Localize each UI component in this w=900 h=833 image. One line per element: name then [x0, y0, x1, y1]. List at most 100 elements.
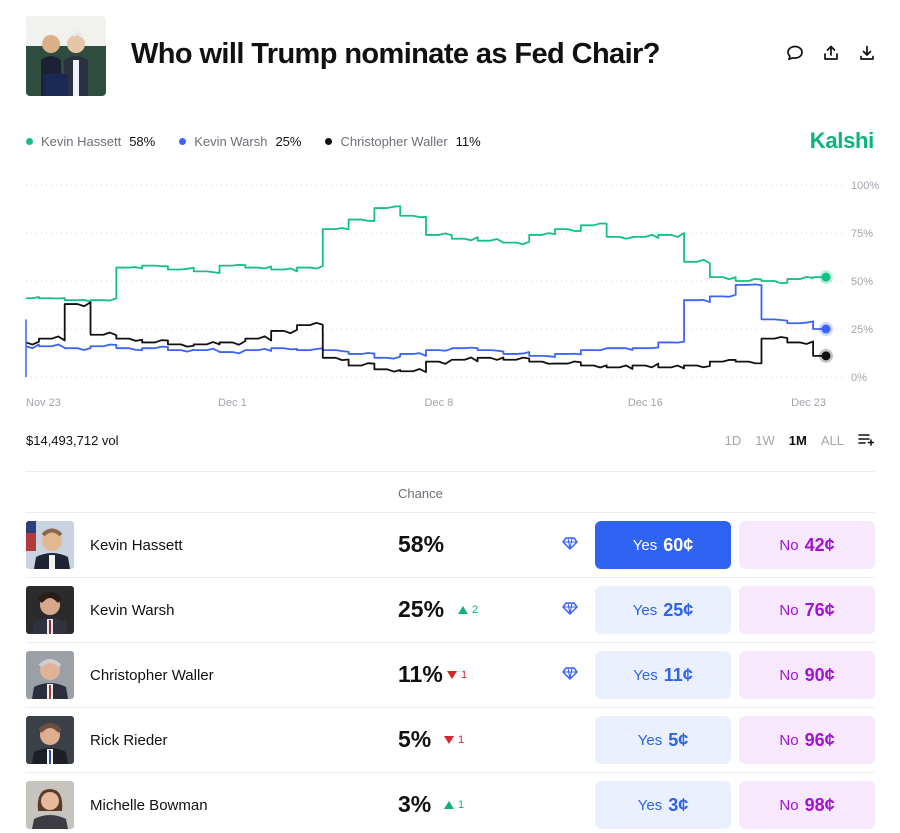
avatar [26, 586, 74, 634]
volume-label: $14,493,712 vol [26, 433, 119, 448]
avatar [26, 716, 74, 764]
range-1m[interactable]: 1M [788, 433, 807, 448]
comment-icon[interactable] [786, 44, 804, 62]
x-tick-label: Dec 1 [218, 397, 247, 409]
buy-yes-button[interactable]: Yes 5¢ [595, 716, 731, 764]
chance-change: 1 [444, 734, 464, 746]
series-line [25, 205, 826, 303]
buy-yes-button[interactable]: Yes 60¢ [595, 521, 731, 569]
legend-pct: 11% [455, 134, 481, 149]
share-icon[interactable] [822, 44, 840, 62]
buy-no-button[interactable]: No 76¢ [739, 586, 875, 634]
arrow-up-icon [444, 801, 454, 809]
series-end-dot [821, 324, 831, 334]
outcome-name: Kevin Hassett [90, 537, 183, 554]
no-label: No [779, 731, 799, 749]
chance-change: 2 [458, 604, 478, 616]
no-price: 42¢ [804, 534, 835, 555]
yes-label: Yes [637, 731, 663, 749]
y-tick-label: 0% [851, 372, 867, 384]
outcome-chance: 3% [398, 791, 432, 817]
legend-item[interactable]: Christopher Waller 11% [325, 134, 481, 149]
buy-yes-button[interactable]: Yes 3¢ [595, 781, 731, 829]
arrow-down-icon [444, 736, 454, 744]
chance-change: 1 [447, 669, 467, 681]
market-thumbnail [26, 16, 106, 96]
diamond-icon [562, 665, 578, 681]
legend-item[interactable]: Kevin Warsh 25% [179, 134, 301, 149]
kalshi-logo[interactable]: Kalshi [809, 128, 875, 153]
yes-label: Yes [632, 536, 658, 554]
legend-name: Kevin Warsh [194, 134, 268, 149]
outcome-chance: 11% [398, 661, 443, 687]
yes-price: 3¢ [668, 794, 689, 815]
avatar [26, 781, 74, 829]
table-row[interactable]: Kevin Hassett 58% Yes 60¢ No 42¢ [26, 513, 875, 578]
buy-no-button[interactable]: No 98¢ [739, 781, 875, 829]
outcome-name: Kevin Warsh [90, 602, 175, 619]
no-price: 90¢ [804, 664, 835, 685]
buy-yes-button[interactable]: Yes 11¢ [595, 651, 731, 699]
no-label: No [779, 666, 799, 684]
y-tick-label: 25% [851, 324, 873, 336]
table-header: Chance [26, 471, 875, 513]
diamond-icon [562, 600, 578, 616]
outcome-name: Rick Rieder [90, 732, 168, 749]
chance-change: 1 [444, 799, 464, 811]
table-row[interactable]: Christopher Waller 11% 1 Yes 11¢ No 90¢ [26, 643, 875, 708]
buy-no-button[interactable]: No 90¢ [739, 651, 875, 699]
y-tick-label: 100% [851, 180, 879, 192]
table-row[interactable]: Kevin Warsh 25% 2 Yes 25¢ No 76¢ [26, 578, 875, 643]
no-label: No [779, 601, 799, 619]
chart-settings-icon[interactable] [858, 432, 875, 449]
no-label: No [779, 796, 799, 814]
x-tick-label: Dec 8 [425, 397, 454, 409]
range-1d[interactable]: 1D [724, 433, 742, 448]
diamond-icon [562, 535, 578, 551]
table-row[interactable]: Michelle Bowman 3% 1 Yes 3¢ No 98¢ [26, 773, 875, 833]
change-value: 1 [458, 799, 465, 811]
range-1w[interactable]: 1W [755, 433, 775, 448]
yes-price: 60¢ [663, 534, 694, 555]
yes-label: Yes [637, 796, 663, 814]
yes-price: 5¢ [668, 729, 689, 750]
legend-name: Christopher Waller [340, 134, 448, 149]
buy-no-button[interactable]: No 96¢ [739, 716, 875, 764]
download-icon[interactable] [858, 44, 876, 62]
yes-label: Yes [633, 666, 658, 684]
no-price: 76¢ [804, 599, 835, 620]
legend-name: Kevin Hassett [41, 134, 122, 149]
yes-price: 11¢ [663, 664, 693, 685]
change-value: 1 [458, 734, 465, 746]
series-line [25, 283, 826, 360]
legend-item[interactable]: Kevin Hassett 58% [26, 134, 155, 149]
chance-column-header: Chance [398, 486, 443, 501]
y-tick-label: 50% [851, 276, 873, 288]
chart-legend: Kevin Hassett 58% Kevin Warsh 25% Christ… [26, 134, 481, 149]
table-row[interactable]: Rick Rieder 5% 1 Yes 5¢ No 96¢ [26, 708, 875, 773]
no-price: 98¢ [804, 794, 835, 815]
outcome-name: Michelle Bowman [90, 797, 208, 814]
no-label: No [779, 536, 799, 554]
price-history-chart: 100% 75% 50% 25% 0% Nov 23 Dec 1 Dec 8 Dec 16 Dec… [25, 180, 879, 409]
avatar [26, 521, 74, 569]
y-tick-label: 75% [851, 228, 873, 240]
arrow-down-icon [447, 671, 457, 679]
buy-yes-button[interactable]: Yes 25¢ [595, 586, 731, 634]
x-tick-label: Dec 23 [791, 397, 826, 409]
buy-no-button[interactable]: No 42¢ [739, 521, 875, 569]
range-selector: 1D 1W 1M ALL [724, 432, 875, 449]
change-value: 2 [472, 604, 479, 616]
outcome-chance: 25% [398, 596, 445, 622]
legend-dot [26, 138, 33, 145]
yes-price: 25¢ [663, 599, 694, 620]
series-end-dot [821, 351, 831, 361]
x-tick-label: Nov 23 [26, 397, 61, 409]
legend-pct: 25% [275, 134, 302, 149]
legend-pct: 58% [129, 134, 156, 149]
range-all[interactable]: ALL [820, 433, 844, 448]
change-value: 1 [461, 669, 468, 681]
no-price: 96¢ [804, 729, 835, 750]
outcome-name: Christopher Waller [90, 667, 214, 684]
avatar [26, 651, 74, 699]
